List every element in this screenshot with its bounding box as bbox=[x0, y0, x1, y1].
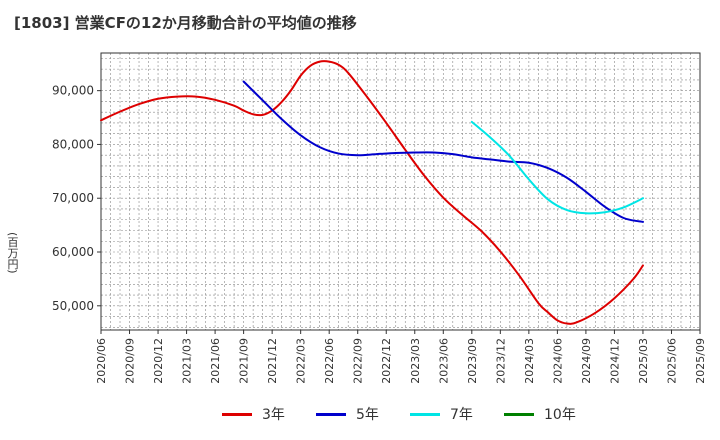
x-tick-label: 2021/12 bbox=[266, 338, 279, 384]
x-tick-label: 2025/06 bbox=[665, 338, 678, 384]
x-tick-label: 2025/03 bbox=[637, 338, 650, 384]
legend-item-7y: 7年 bbox=[410, 404, 504, 424]
y-tick-label: 60,000 bbox=[52, 245, 94, 259]
x-tick-label: 2023/06 bbox=[437, 338, 450, 384]
legend-item-5y: 5年 bbox=[316, 404, 410, 424]
x-tick-label: 2021/03 bbox=[181, 338, 194, 384]
series-line-5y bbox=[242, 80, 644, 223]
x-tick-label: 2024/06 bbox=[551, 338, 564, 384]
x-tick-label: 2024/09 bbox=[580, 338, 593, 384]
chart-title: [1803] 営業CFの12か月移動合計の平均値の推移 bbox=[14, 14, 357, 32]
plot-frame bbox=[100, 52, 701, 331]
y-axis-unit-label: (百万円) bbox=[6, 232, 19, 274]
legend-swatch bbox=[504, 412, 534, 416]
legend-swatch bbox=[222, 412, 252, 416]
y-tick-label: 70,000 bbox=[52, 191, 94, 205]
x-tick-label: 2022/12 bbox=[380, 338, 393, 384]
legend-label: 7年 bbox=[450, 407, 473, 423]
legend-label: 3年 bbox=[262, 407, 285, 423]
x-tick-label: 2022/03 bbox=[295, 338, 308, 384]
x-tick-label: 2020/12 bbox=[152, 338, 165, 384]
x-tick-label: 2023/03 bbox=[409, 338, 422, 384]
x-tick-label: 2021/09 bbox=[238, 338, 251, 384]
x-tick-label: 2020/09 bbox=[124, 338, 137, 384]
legend-item-10y: 10年 bbox=[504, 404, 598, 424]
y-tick-label: 50,000 bbox=[52, 299, 94, 313]
y-tick-label: 80,000 bbox=[52, 137, 94, 151]
x-tick-label: 2025/09 bbox=[694, 338, 707, 384]
legend-label: 10年 bbox=[544, 407, 576, 423]
x-tick-label: 2021/06 bbox=[209, 338, 222, 384]
x-tick-label: 2024/03 bbox=[523, 338, 536, 384]
series-line-3y bbox=[100, 60, 644, 325]
x-tick-label: 2024/12 bbox=[608, 338, 621, 384]
legend-swatch bbox=[316, 412, 346, 416]
x-tick-label: 2020/06 bbox=[95, 338, 108, 384]
y-tick-label: 90,000 bbox=[52, 84, 94, 98]
legend-swatch bbox=[410, 412, 440, 416]
legend-label: 5年 bbox=[356, 407, 379, 423]
series-line-7y bbox=[470, 120, 644, 215]
x-tick-label: 2022/09 bbox=[352, 338, 365, 384]
x-tick-label: 2023/12 bbox=[494, 338, 507, 384]
legend-item-3y: 3年 bbox=[222, 404, 316, 424]
x-tick-label: 2023/09 bbox=[466, 338, 479, 384]
chart-legend: 3年 5年 7年 10年 bbox=[222, 404, 598, 424]
x-tick-label: 2022/06 bbox=[323, 338, 336, 384]
